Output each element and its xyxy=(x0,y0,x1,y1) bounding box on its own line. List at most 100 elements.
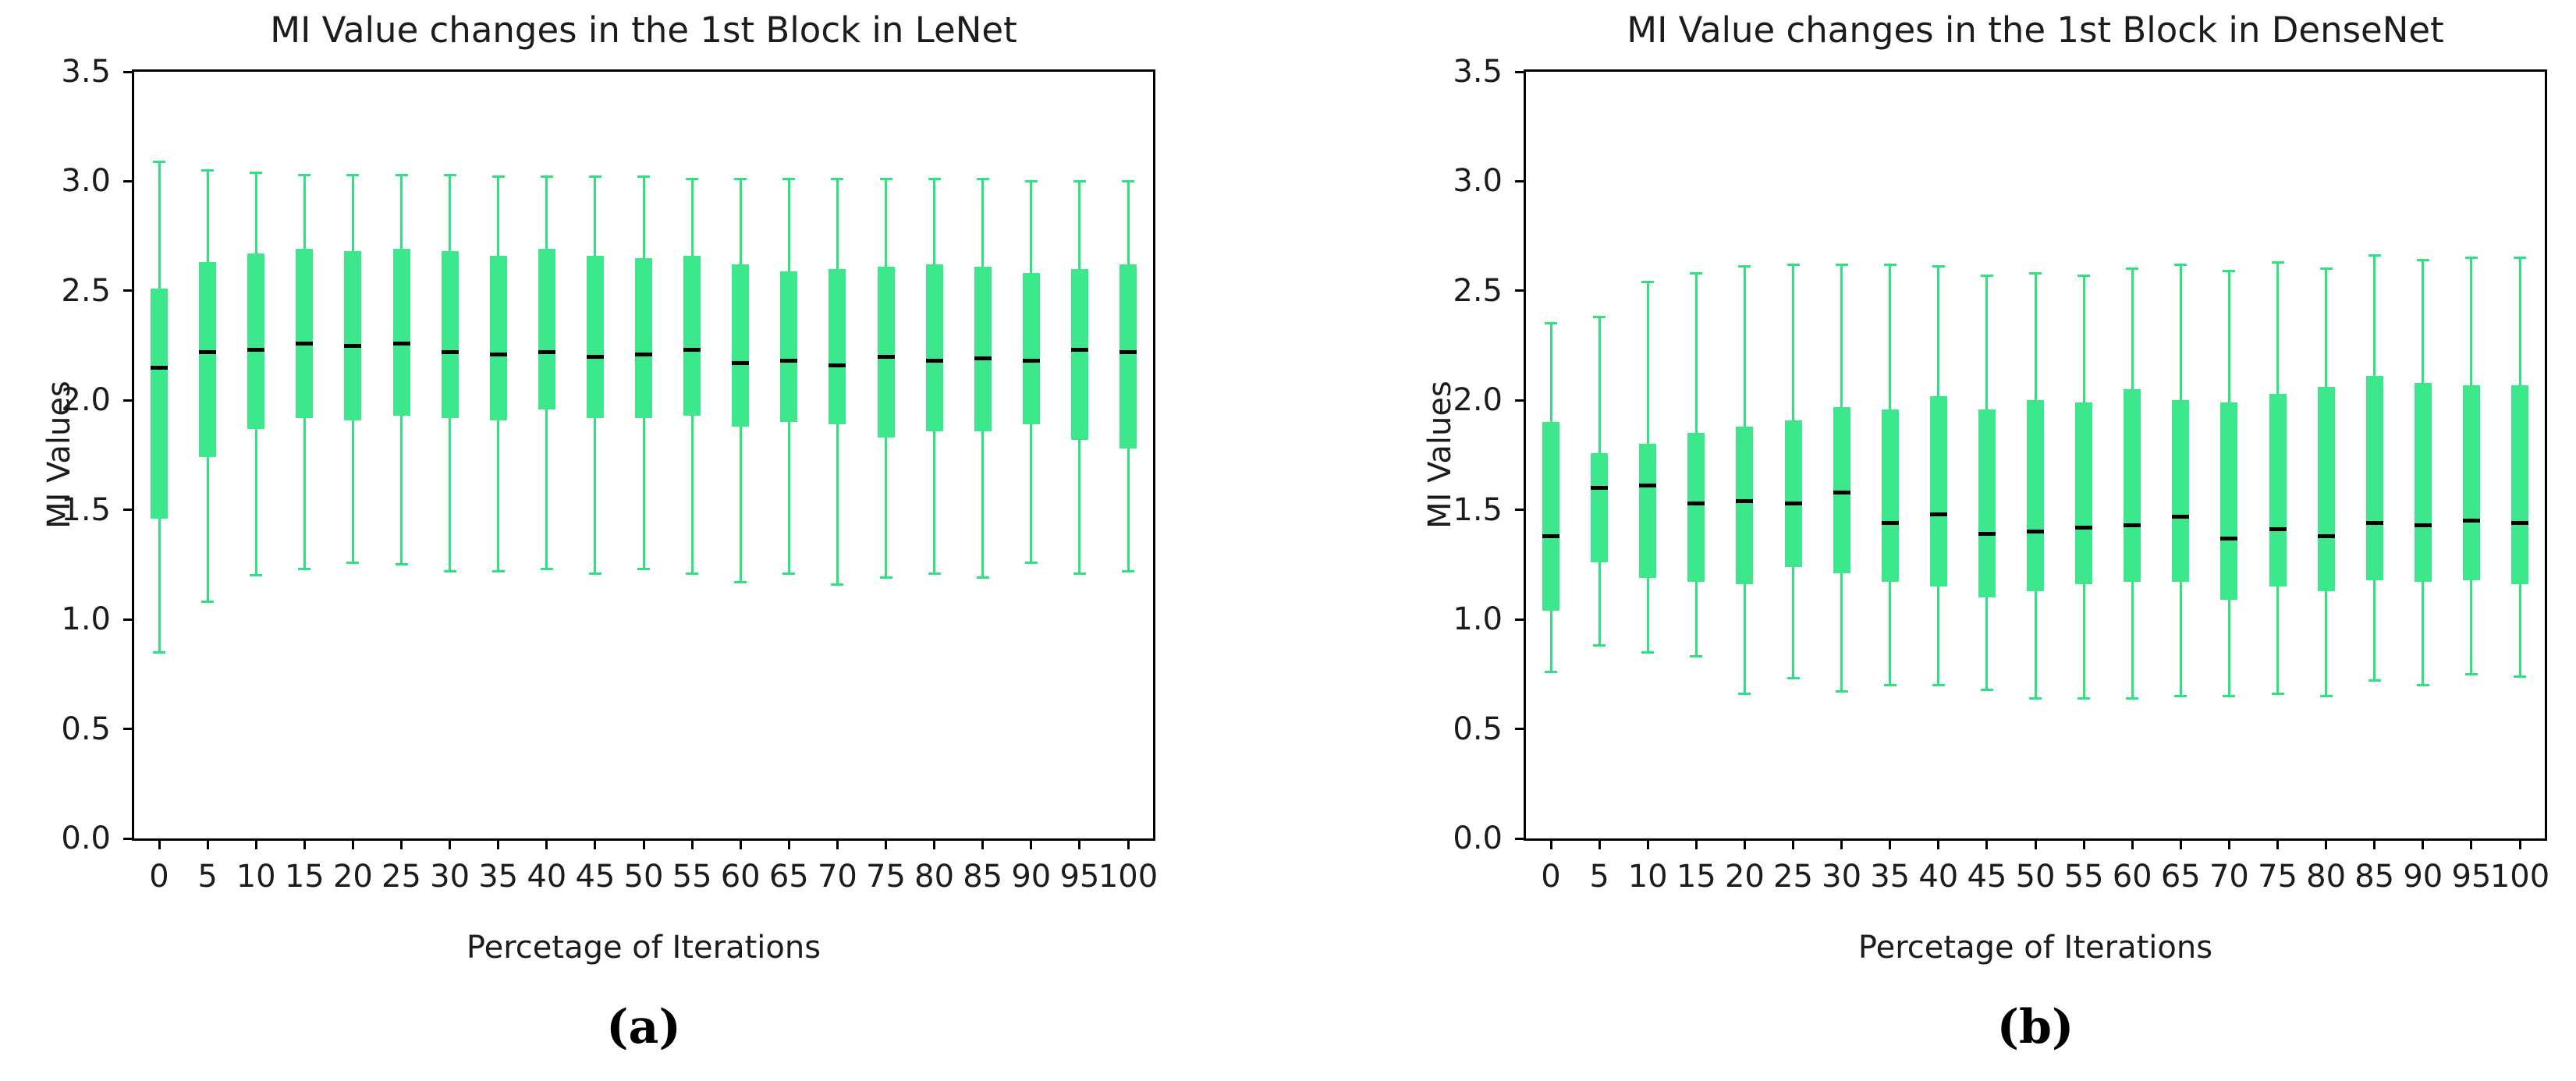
y-tick-label: 1.0 xyxy=(1453,601,1503,638)
lower-whisker-cap xyxy=(1545,671,1557,674)
x-tick-label: 10 xyxy=(236,859,276,895)
upper-whisker xyxy=(2422,260,2425,383)
lower-whisker-cap xyxy=(1024,561,1038,564)
lower-whisker-cap xyxy=(1932,683,1945,686)
median-line xyxy=(635,352,652,356)
x-tick-label: 0 xyxy=(149,859,169,895)
lower-whisker xyxy=(1985,597,1989,689)
x-tick-label: 70 xyxy=(817,859,857,895)
upper-whisker-cap xyxy=(2271,261,2284,264)
x-tick-mark xyxy=(787,838,790,849)
x-tick-label: 100 xyxy=(1098,859,1158,895)
lower-whisker-cap xyxy=(2514,675,2526,678)
median-line xyxy=(1591,486,1609,491)
y-tick-label: 1.5 xyxy=(61,491,111,528)
box xyxy=(296,249,314,418)
x-tick-mark xyxy=(836,838,839,849)
upper-whisker-cap xyxy=(1835,263,1848,266)
lower-whisker xyxy=(2034,590,2037,699)
box xyxy=(683,255,701,416)
upper-whisker xyxy=(1694,273,1698,434)
upper-whisker xyxy=(351,175,354,252)
box xyxy=(1687,433,1705,583)
box xyxy=(2414,382,2432,583)
box xyxy=(1881,409,1899,583)
upper-whisker-cap xyxy=(734,178,747,181)
lower-whisker-cap xyxy=(1883,683,1897,686)
median-line xyxy=(1881,521,1899,526)
x-tick-label: 65 xyxy=(768,859,809,895)
median-line xyxy=(2269,527,2287,532)
x-tick-mark xyxy=(303,838,306,849)
upper-whisker-cap xyxy=(1980,274,1993,277)
y-tick-mark xyxy=(1515,728,1526,731)
lower-whisker xyxy=(158,518,161,653)
lower-whisker xyxy=(1030,424,1033,563)
y-tick-label: 3.0 xyxy=(1453,163,1503,200)
y-tick-label: 1.5 xyxy=(1453,491,1503,528)
box xyxy=(247,253,265,429)
median-line xyxy=(683,348,701,353)
lower-whisker xyxy=(1598,562,1601,646)
median-line xyxy=(2365,521,2383,526)
upper-whisker-cap xyxy=(298,173,311,176)
median-line xyxy=(151,365,168,370)
upper-whisker-cap xyxy=(540,175,553,179)
upper-whisker xyxy=(449,175,452,252)
box xyxy=(392,249,410,416)
chart-title: MI Value changes in the 1st Block in Den… xyxy=(1627,9,2444,51)
box xyxy=(877,266,895,438)
x-tick-mark xyxy=(594,838,597,849)
median-line xyxy=(877,354,895,359)
lower-whisker xyxy=(2082,584,2085,699)
x-tick-label: 45 xyxy=(1967,859,2007,895)
upper-whisker-cap xyxy=(346,173,360,176)
median-line xyxy=(586,354,604,359)
upper-whisker-cap xyxy=(2368,254,2381,257)
box xyxy=(2027,400,2044,591)
median-line xyxy=(199,349,217,354)
lower-whisker xyxy=(2227,599,2230,696)
x-tick-label: 15 xyxy=(1676,859,1716,895)
x-tick-mark xyxy=(206,838,209,849)
x-tick-label: 35 xyxy=(478,859,519,895)
x-tick-label: 95 xyxy=(1059,859,1100,895)
upper-whisker xyxy=(594,176,597,256)
median-line xyxy=(2220,536,2238,540)
upper-whisker xyxy=(2227,271,2230,403)
lower-whisker xyxy=(885,438,887,578)
x-tick-mark xyxy=(2470,838,2473,849)
lower-whisker xyxy=(1792,566,1794,679)
x-tick-label: 60 xyxy=(720,859,761,895)
upper-whisker-cap xyxy=(201,168,215,172)
lower-whisker-cap xyxy=(928,572,941,575)
x-tick-mark xyxy=(1078,838,1081,849)
x-tick-label: 90 xyxy=(2403,859,2443,895)
upper-whisker-cap xyxy=(1545,322,1557,325)
x-tick-mark xyxy=(1792,838,1794,849)
box xyxy=(586,255,604,418)
box xyxy=(151,289,168,519)
x-tick-label: 20 xyxy=(1724,859,1765,895)
x-tick-mark xyxy=(545,838,548,849)
lower-whisker xyxy=(351,420,354,563)
upper-whisker xyxy=(1646,282,1649,445)
y-tick-label: 2.0 xyxy=(1453,382,1503,419)
lower-whisker-cap xyxy=(2368,679,2381,682)
box xyxy=(925,264,943,431)
upper-whisker xyxy=(1985,275,1989,409)
box xyxy=(829,268,846,425)
median-line xyxy=(1736,498,1754,503)
lower-whisker xyxy=(2470,579,2473,675)
x-tick-mark xyxy=(1127,838,1130,849)
median-line xyxy=(2317,533,2335,538)
lower-whisker-cap xyxy=(734,580,747,583)
x-tick-label: 50 xyxy=(623,859,664,895)
upper-whisker xyxy=(885,179,887,267)
lower-whisker xyxy=(1937,587,1940,686)
upper-whisker xyxy=(642,176,645,258)
box xyxy=(2172,400,2190,583)
lower-whisker-cap xyxy=(588,572,601,575)
upper-whisker xyxy=(739,179,742,265)
